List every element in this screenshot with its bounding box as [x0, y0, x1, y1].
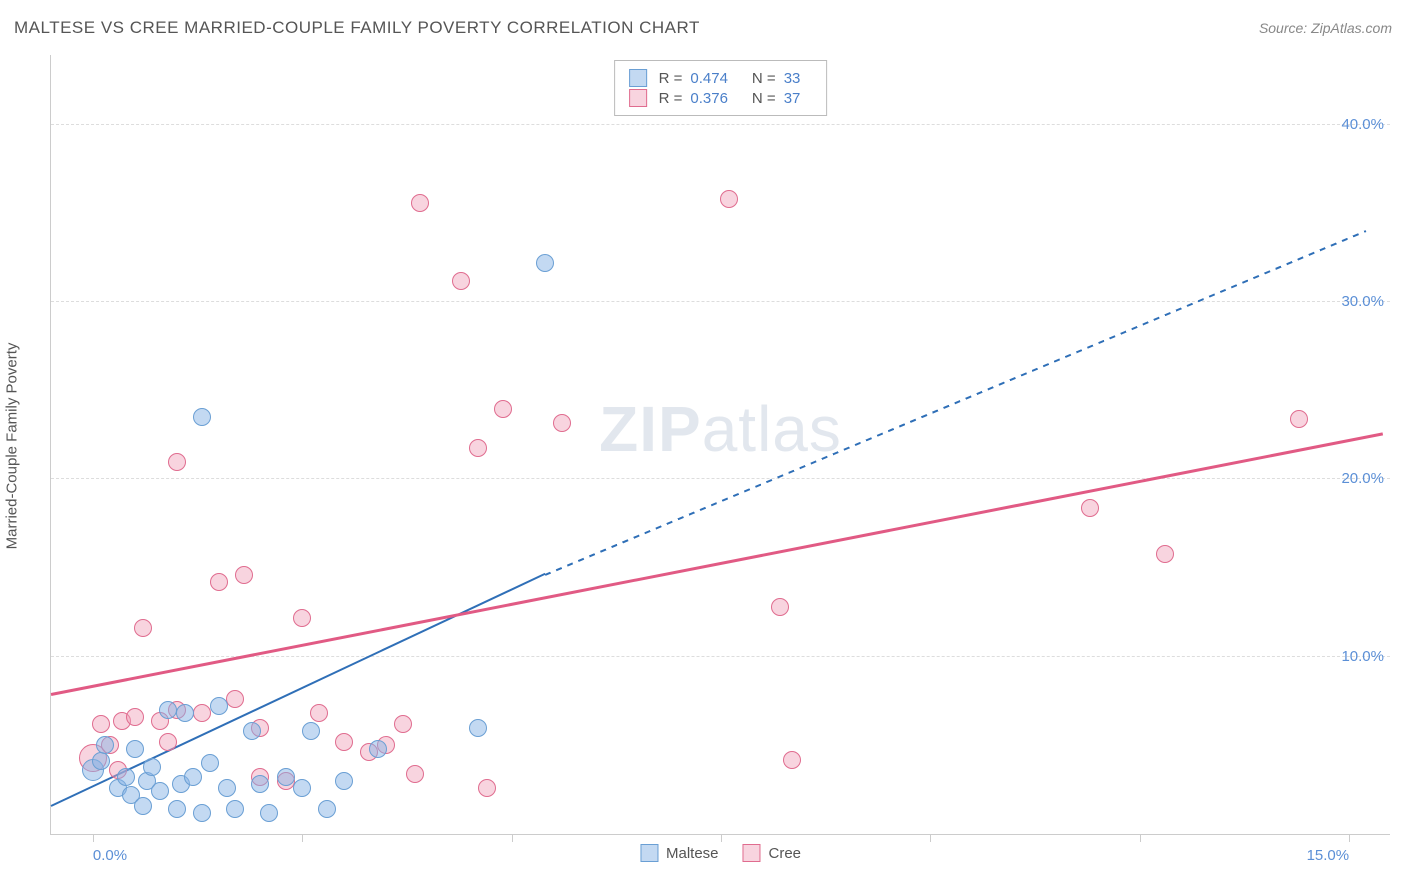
data-point-maltese — [126, 740, 144, 758]
data-point-cree — [783, 751, 801, 769]
xtick-label: 15.0% — [1307, 847, 1350, 864]
chart-container: MALTESE VS CREE MARRIED-COUPLE FAMILY PO… — [0, 0, 1406, 892]
data-point-cree — [92, 715, 110, 733]
data-point-maltese — [201, 754, 219, 772]
watermark: ZIPatlas — [599, 392, 842, 466]
data-point-maltese — [218, 779, 236, 797]
data-point-cree — [126, 708, 144, 726]
data-point-cree — [310, 704, 328, 722]
data-point-cree — [193, 704, 211, 722]
data-point-maltese — [277, 768, 295, 786]
data-point-maltese — [184, 768, 202, 786]
data-point-maltese — [243, 722, 261, 740]
data-point-cree — [469, 439, 487, 457]
data-point-maltese — [193, 408, 211, 426]
data-point-maltese — [210, 697, 228, 715]
r-value-maltese: 0.474 — [690, 70, 728, 87]
data-point-cree — [1081, 499, 1099, 517]
data-point-cree — [494, 400, 512, 418]
swatch-maltese-icon — [629, 69, 647, 87]
data-point-cree — [452, 272, 470, 290]
gridline-h — [51, 478, 1390, 479]
xtick — [721, 834, 722, 842]
n-label: N = — [752, 90, 776, 107]
data-point-maltese — [176, 704, 194, 722]
data-point-cree — [1290, 410, 1308, 428]
data-point-maltese — [260, 804, 278, 822]
xtick-label: 0.0% — [93, 847, 127, 864]
legend-row-maltese: R = 0.474 N = 33 — [629, 69, 813, 87]
legend-item-maltese: Maltese — [640, 844, 719, 862]
xtick — [1140, 834, 1141, 842]
chart-title: MALTESE VS CREE MARRIED-COUPLE FAMILY PO… — [14, 18, 700, 38]
swatch-cree-icon — [629, 89, 647, 107]
n-label: N = — [752, 70, 776, 87]
swatch-maltese-icon — [640, 844, 658, 862]
ytick-label: 40.0% — [1341, 116, 1392, 133]
data-point-maltese — [369, 740, 387, 758]
swatch-cree-icon — [743, 844, 761, 862]
ytick-label: 10.0% — [1341, 648, 1392, 665]
data-point-maltese — [469, 719, 487, 737]
data-point-cree — [235, 566, 253, 584]
legend-item-cree: Cree — [743, 844, 802, 862]
gridline-h — [51, 124, 1390, 125]
y-axis-label: Married-Couple Family Poverty — [4, 343, 21, 550]
data-point-maltese — [168, 800, 186, 818]
title-bar: MALTESE VS CREE MARRIED-COUPLE FAMILY PO… — [14, 18, 1392, 38]
legend-row-cree: R = 0.376 N = 37 — [629, 89, 813, 107]
data-point-cree — [134, 619, 152, 637]
data-point-maltese — [117, 768, 135, 786]
data-point-cree — [553, 414, 571, 432]
data-point-cree — [1156, 545, 1174, 563]
data-point-maltese — [134, 797, 152, 815]
data-point-cree — [335, 733, 353, 751]
data-point-cree — [159, 733, 177, 751]
data-point-maltese — [92, 752, 110, 770]
trend-line — [545, 230, 1366, 575]
data-point-maltese — [302, 722, 320, 740]
r-label: R = — [659, 90, 683, 107]
data-point-maltese — [159, 701, 177, 719]
data-point-cree — [168, 453, 186, 471]
xtick — [512, 834, 513, 842]
data-point-maltese — [318, 800, 336, 818]
xtick — [1349, 834, 1350, 842]
xtick — [930, 834, 931, 842]
n-value-maltese: 33 — [784, 70, 801, 87]
plot-area: ZIPatlas R = 0.474 N = 33 R = 0.376 N = … — [50, 55, 1390, 835]
data-point-maltese — [151, 782, 169, 800]
legend-label-maltese: Maltese — [666, 845, 719, 862]
data-point-cree — [394, 715, 412, 733]
data-point-maltese — [226, 800, 244, 818]
ytick-label: 30.0% — [1341, 293, 1392, 310]
legend-label-cree: Cree — [769, 845, 802, 862]
data-point-maltese — [96, 736, 114, 754]
data-point-cree — [720, 190, 738, 208]
data-point-cree — [411, 194, 429, 212]
data-point-maltese — [293, 779, 311, 797]
data-point-cree — [478, 779, 496, 797]
legend-stats: R = 0.474 N = 33 R = 0.376 N = 37 — [614, 60, 828, 116]
r-label: R = — [659, 70, 683, 87]
gridline-h — [51, 301, 1390, 302]
n-value-cree: 37 — [784, 90, 801, 107]
data-point-cree — [226, 690, 244, 708]
data-point-cree — [771, 598, 789, 616]
data-point-cree — [210, 573, 228, 591]
data-point-maltese — [335, 772, 353, 790]
xtick — [93, 834, 94, 842]
ytick-label: 20.0% — [1341, 470, 1392, 487]
data-point-maltese — [193, 804, 211, 822]
data-point-maltese — [251, 775, 269, 793]
data-point-maltese — [536, 254, 554, 272]
data-point-cree — [293, 609, 311, 627]
source-label: Source: ZipAtlas.com — [1259, 20, 1392, 36]
r-value-cree: 0.376 — [690, 90, 728, 107]
xtick — [302, 834, 303, 842]
legend-bottom: Maltese Cree — [640, 844, 801, 862]
data-point-cree — [406, 765, 424, 783]
data-point-maltese — [143, 758, 161, 776]
